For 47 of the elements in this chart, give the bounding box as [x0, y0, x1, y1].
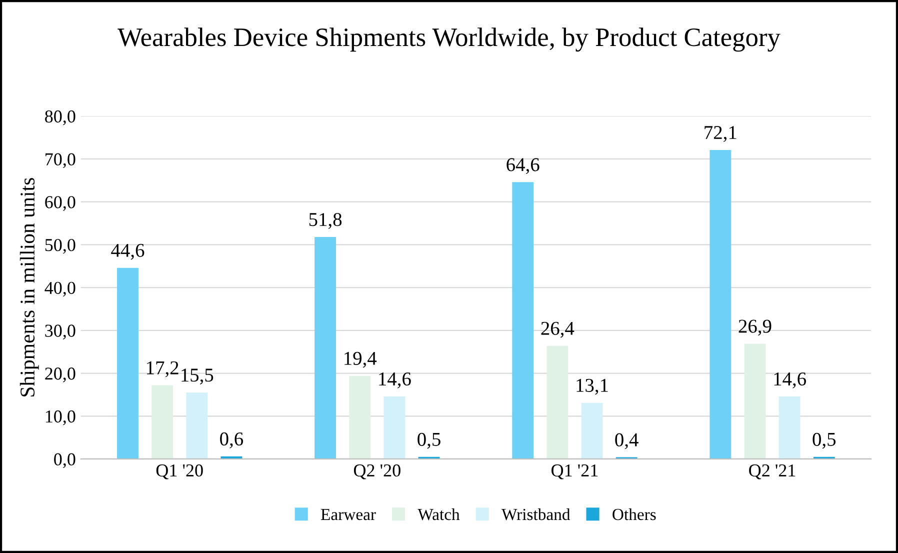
chart-title: Wearables Device Shipments Worldwide, by Product Category: [118, 28, 780, 52]
bar: [512, 182, 534, 459]
legend-label: Wristband: [502, 508, 570, 520]
x-tick-label: Q1 '20: [156, 464, 203, 480]
legend-label: Others: [612, 508, 656, 520]
bar: [117, 268, 138, 459]
data-label: 0,5: [812, 432, 836, 449]
x-tick-label: Q2 '21: [749, 464, 796, 480]
data-label: 51,8: [309, 212, 342, 229]
x-tick-label: Q2 '20: [354, 464, 400, 480]
bar: [581, 402, 603, 459]
data-label: 26,4: [541, 322, 574, 338]
legend-label: Earwear: [320, 509, 376, 520]
y-tick-label: 20,0: [45, 368, 76, 382]
data-label: 0,5: [418, 432, 440, 449]
y-tick-label: 40,0: [44, 282, 76, 297]
data-label: 44,6: [111, 244, 144, 260]
x-tick-label: Q1 '21: [552, 464, 598, 480]
y-tick-label: 50,0: [45, 238, 76, 254]
y-tick-label: 0,0: [54, 453, 76, 468]
data-label: 14,6: [774, 372, 806, 388]
y-axis-title: Shipments in million units: [20, 178, 39, 396]
data-label: 19,4: [344, 352, 377, 368]
y-tick-label: 10,0: [46, 410, 76, 426]
y-tick-label: 70,0: [46, 153, 76, 168]
y-tick-label: 30,0: [45, 324, 76, 340]
data-label: 72,1: [704, 126, 736, 142]
bar: [314, 236, 336, 459]
data-label: 0,6: [220, 432, 244, 448]
y-tick-label: 60,0: [45, 196, 76, 211]
data-label: 15,5: [182, 368, 214, 384]
bar: [152, 385, 174, 459]
data-label: 13,1: [576, 378, 608, 395]
data-label: 14,6: [379, 372, 411, 388]
data-label: 0,4: [615, 433, 638, 450]
bar: [546, 346, 568, 459]
bar: [710, 150, 732, 459]
legend-label: Watch: [418, 508, 460, 520]
data-label: 26,9: [738, 320, 772, 336]
bar: [744, 344, 766, 459]
bar: [186, 392, 208, 459]
bar: [778, 396, 800, 459]
data-label: 17,2: [147, 361, 178, 378]
data-label: 64,6: [506, 158, 540, 174]
bar: [349, 376, 371, 459]
bar: [384, 396, 406, 459]
y-tick-label: 80,0: [45, 110, 76, 126]
